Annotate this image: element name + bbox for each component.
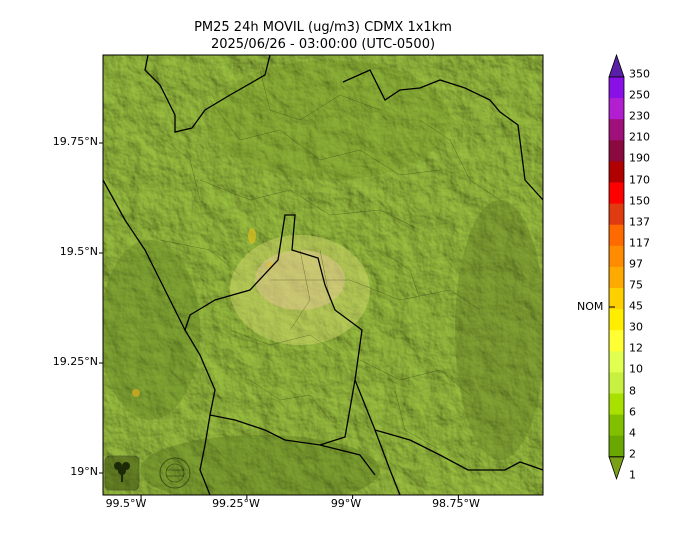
- colorbar-label: 250: [629, 88, 650, 102]
- colorbar-segment: [609, 203, 624, 226]
- colorbar-label: 190: [629, 151, 650, 165]
- lon-tick-label-99-25: 99.25°W: [212, 497, 260, 510]
- colorbar-label: 75: [629, 278, 643, 292]
- colorbar-segment: [609, 140, 624, 162]
- colorbar-label: 6: [629, 405, 636, 419]
- colorbar-segment: [609, 330, 624, 352]
- colorbar-segment: [609, 372, 624, 394]
- colorbar-segment: [609, 224, 624, 247]
- colorbar-segment: [609, 351, 624, 373]
- colorbar-segment: [609, 266, 624, 289]
- chart-title-line-1: PM25 24h MOVIL (ug/m3) CDMX 1x1km: [194, 20, 452, 35]
- colorbar-label: 230: [629, 109, 650, 123]
- colorbar-label: 210: [629, 130, 650, 144]
- colorbar-label: 12: [629, 341, 643, 355]
- lat-tick-label-19: 19°N: [70, 465, 98, 478]
- colorbar-label: 137: [629, 215, 650, 229]
- axis-ticks: [99, 142, 459, 499]
- cca-logo: [159, 457, 191, 489]
- colorbar-label: 97: [629, 257, 643, 271]
- colorbar-segment: [609, 435, 624, 458]
- colorbar-label: 1: [629, 468, 636, 482]
- colorbar-label: 4: [629, 426, 636, 440]
- colorbar-label: 10: [629, 362, 643, 376]
- colorbar-label: 45: [629, 299, 643, 313]
- lat-tick-label-19-5: 19.5°N: [59, 245, 98, 258]
- chart-title-line-2: 2025/06/26 - 03:00:00 (UTC-0500): [210, 37, 436, 52]
- lat-tick-label-19-25: 19.25°N: [52, 355, 98, 368]
- colorbar-segment: [609, 161, 624, 183]
- colorbar-segment: [609, 288, 624, 310]
- colorbar-segment: [609, 119, 624, 141]
- colorbar-label: 8: [629, 384, 636, 397]
- colorbar-label: 170: [629, 173, 650, 186]
- colorbar-label: 117: [629, 236, 650, 250]
- colorbar-segment: [609, 77, 624, 99]
- nom-marker-label: NOM: [577, 300, 604, 313]
- colorbar-segment: [609, 414, 624, 437]
- colorbar-label: 150: [629, 194, 650, 208]
- colorbar-label: 2: [629, 447, 636, 461]
- colorbar-segment: [609, 393, 624, 415]
- municipal-boundaries: [159, 69, 501, 451]
- colorbar-segment: [609, 309, 624, 331]
- colorbar-label: 350: [629, 67, 650, 81]
- colorbar-segment: [609, 98, 624, 120]
- colorbar: [608, 53, 625, 481]
- lon-tick-label-98-75: 98.75°W: [432, 497, 480, 510]
- lon-tick-label-99: 99°W: [330, 497, 362, 510]
- sedema-logo: [104, 455, 140, 491]
- colorbar-segment: [609, 245, 624, 268]
- colorbar-segment: [609, 182, 624, 204]
- map-area: [103, 55, 543, 495]
- state-boundaries: [103, 55, 543, 495]
- colorbar-label: 30: [629, 320, 643, 334]
- colorbar-frame: [608, 76, 625, 458]
- urban-zone: [230, 235, 370, 345]
- colorbar-lower-extension: [608, 456, 625, 481]
- lat-tick-label-19-75: 19.75°N: [52, 135, 98, 148]
- colorbar-upper-extension: [608, 53, 625, 78]
- map-frame: [102, 54, 544, 496]
- lon-tick-label-99-5: 99.5°W: [105, 497, 147, 510]
